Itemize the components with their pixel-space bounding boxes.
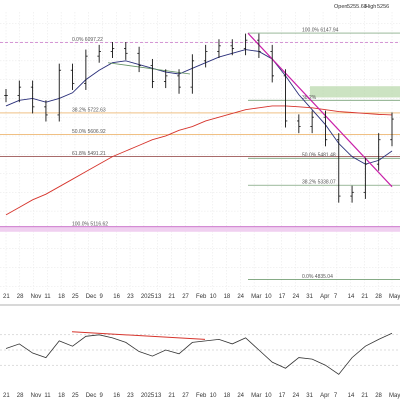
x-tick-label: 11 bbox=[44, 294, 51, 300]
minor-trendline bbox=[107, 62, 191, 75]
x-tick-label: May bbox=[389, 294, 400, 300]
x-tick-label: 21 bbox=[361, 294, 368, 300]
bottom-tick-label: 18 bbox=[58, 393, 65, 399]
price-bars bbox=[4, 33, 394, 203]
bottom-tick-label: 11 bbox=[44, 393, 51, 399]
bottom-tick-label: 21 bbox=[3, 393, 10, 399]
bottom-tick-label: Feb bbox=[196, 393, 207, 399]
x-tick-label: Nov bbox=[31, 294, 42, 300]
bottom-axis-labels: 21 28 Nov 11 18 25 Dec 9 16 23 2025 13 21 27 Feb 10 18 24… bbox=[3, 393, 400, 399]
x-tick-label: 10 bbox=[210, 294, 217, 300]
fib-lower-label: 38.2% 5338.07 bbox=[302, 180, 336, 186]
bottom-tick-label: 10 bbox=[265, 393, 272, 399]
bottom-tick-label: 10 bbox=[210, 393, 217, 399]
fib-upper-label: 100.0% 5116.62 bbox=[72, 221, 108, 227]
x-tick-label: 24 bbox=[293, 294, 300, 300]
fib-lower-label: 100.0% 6147.94 bbox=[302, 28, 339, 34]
x-tick-label: 9 bbox=[100, 294, 104, 300]
support-zone bbox=[0, 226, 400, 232]
fib-lower-label: 50.0% 5481.48 bbox=[302, 153, 336, 159]
bottom-tick-label: 28 bbox=[17, 393, 24, 399]
indicator-panel bbox=[0, 331, 400, 375]
header-high-label: High bbox=[365, 4, 376, 10]
x-tick-label: 27 bbox=[182, 294, 189, 300]
x-tick-label: Dec bbox=[86, 294, 97, 300]
x-tick-label: 24 bbox=[237, 294, 244, 300]
bottom-tick-label: 14 bbox=[348, 393, 355, 399]
bottom-tick-label: 24 bbox=[293, 393, 300, 399]
bottom-tick-label: 28 bbox=[375, 393, 382, 399]
x-tick-label: 10 bbox=[265, 294, 272, 300]
header-open-label: Open bbox=[334, 4, 347, 10]
x-tick-label: Feb bbox=[196, 294, 207, 300]
x-tick-label: 7 bbox=[334, 294, 338, 300]
x-tick-label: 28 bbox=[375, 294, 382, 300]
x-tick-label: 21 bbox=[3, 294, 10, 300]
x-tick-label: 28 bbox=[17, 294, 24, 300]
fib-upper-label: 61.8% 5491.21 bbox=[72, 151, 106, 157]
bottom-tick-label: May bbox=[389, 393, 400, 399]
bottom-tick-label: 17 bbox=[279, 393, 286, 399]
x-tick-label: 2025 bbox=[141, 294, 155, 300]
bottom-tick-label: 9 bbox=[100, 393, 104, 399]
x-tick-label: 21 bbox=[168, 294, 175, 300]
bottom-tick-label: 23 bbox=[127, 393, 134, 399]
x-tick-label: 13 bbox=[155, 294, 162, 300]
grid bbox=[0, 12, 400, 290]
moving-average-line bbox=[5, 49, 393, 165]
fibonacci-levels: 0.0% 6097.22 38.2% 5722.63 50.0% 5606.92 61… bbox=[0, 28, 400, 280]
x-tick-label: 18 bbox=[224, 294, 231, 300]
x-tick-label: 18 bbox=[58, 294, 65, 300]
bottom-tick-label: 31 bbox=[306, 393, 313, 399]
bottom-tick-label: 2025 bbox=[141, 393, 155, 399]
header-open-value: 5255.68 bbox=[347, 4, 367, 10]
x-tick-label: Apr bbox=[320, 294, 329, 300]
x-tick-label: 14 bbox=[348, 294, 355, 300]
fib-upper-label: 50.0% 5606.92 bbox=[72, 129, 106, 135]
resistance-zone bbox=[310, 86, 400, 98]
indicator-line bbox=[5, 332, 393, 375]
bottom-tick-label: 21 bbox=[361, 393, 368, 399]
bottom-tick-label: Apr bbox=[320, 393, 329, 399]
bottom-tick-label: 24 bbox=[237, 393, 244, 399]
moving-average-line bbox=[5, 105, 393, 216]
fib-upper-label: 38.2% 5722.63 bbox=[72, 107, 106, 113]
header-high-value: 5256 bbox=[377, 4, 389, 10]
bottom-tick-label: 13 bbox=[155, 393, 162, 399]
bottom-tick-label: Mar bbox=[251, 393, 261, 399]
x-axis-labels: 21 28 Nov 11 18 25 Dec 9 16 23 2025 13 21 27 Feb 10 18 24… bbox=[3, 294, 400, 300]
bottom-tick-label: 25 bbox=[72, 393, 79, 399]
fib-upper-label: 0.0% 6097.22 bbox=[72, 37, 103, 43]
x-tick-label: Mar bbox=[251, 294, 261, 300]
zones bbox=[0, 86, 400, 232]
fib-lower-label: 0.0% 4835.04 bbox=[302, 274, 333, 280]
bottom-tick-label: 21 bbox=[168, 393, 175, 399]
bottom-tick-label: Nov bbox=[31, 393, 42, 399]
bottom-tick-label: Dec bbox=[86, 393, 97, 399]
x-tick-label: 17 bbox=[279, 294, 286, 300]
x-tick-label: 16 bbox=[113, 294, 120, 300]
x-tick-label: 31 bbox=[306, 294, 313, 300]
moving-averages bbox=[5, 49, 393, 216]
x-tick-label: 23 bbox=[127, 294, 134, 300]
bottom-tick-label: 27 bbox=[182, 393, 189, 399]
bottom-tick-label: 18 bbox=[224, 393, 231, 399]
x-tick-label: 25 bbox=[72, 294, 79, 300]
bottom-tick-label: 16 bbox=[113, 393, 120, 399]
indicator-divergence-line bbox=[71, 331, 206, 340]
bottom-tick-label: 7 bbox=[334, 393, 338, 399]
